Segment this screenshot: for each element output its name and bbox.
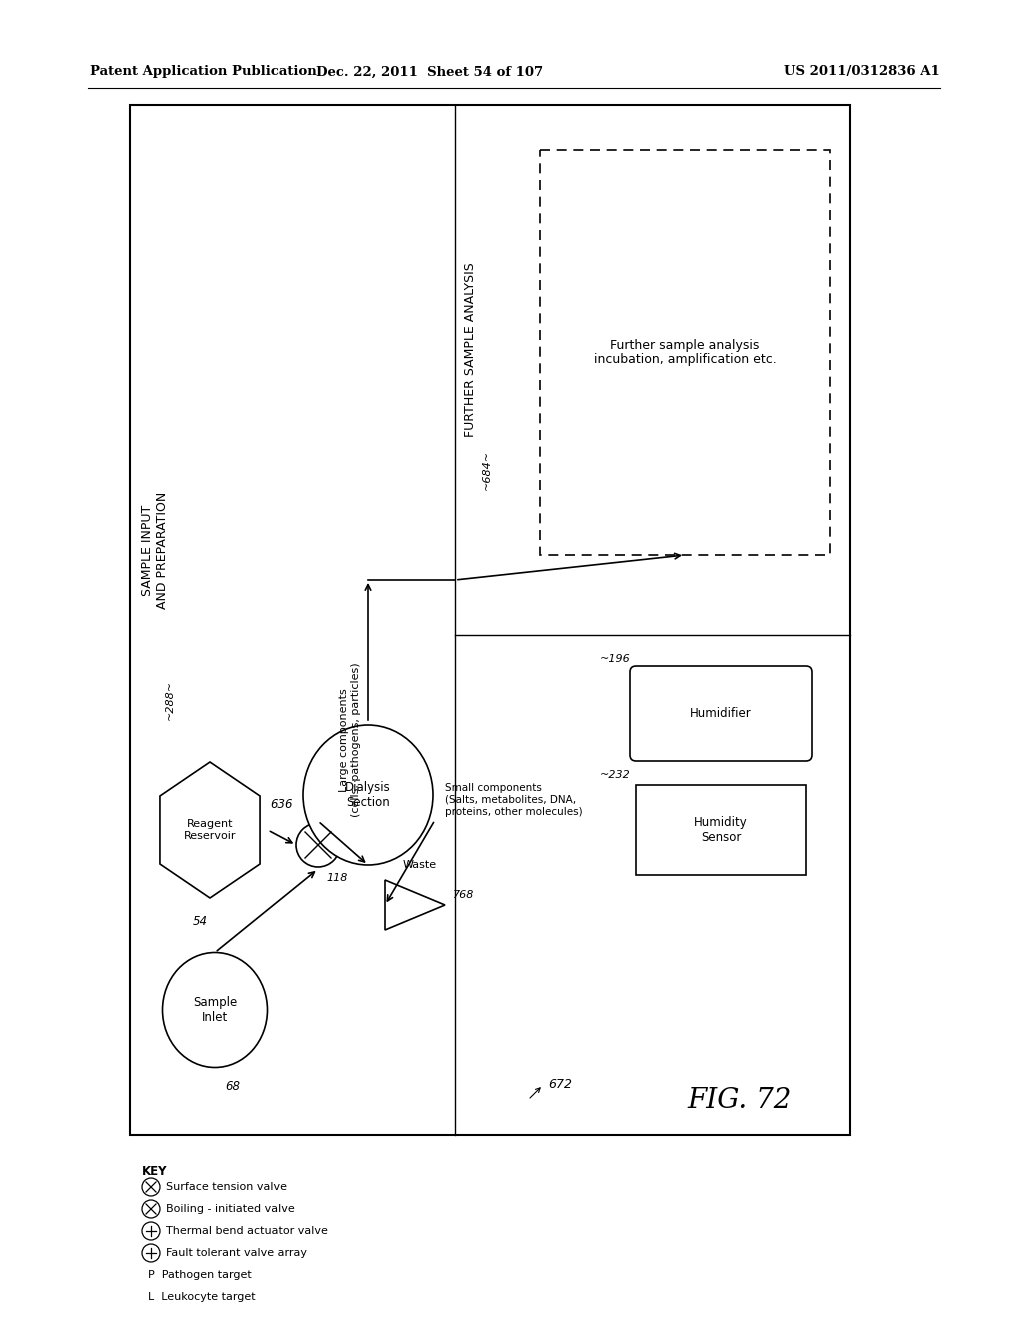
Circle shape [142, 1177, 160, 1196]
Text: 68: 68 [225, 1080, 240, 1093]
Text: 672: 672 [548, 1078, 572, 1092]
Text: Sample
Inlet: Sample Inlet [193, 997, 238, 1024]
Text: Waste: Waste [402, 861, 437, 870]
Text: Humidifier: Humidifier [690, 708, 752, 719]
Text: Small components
(Salts, metabolites, DNA,
proteins, other molecules): Small components (Salts, metabolites, DN… [445, 783, 583, 817]
Text: Surface tension valve: Surface tension valve [166, 1181, 287, 1192]
Text: Large components
(cells, pathogens, particles): Large components (cells, pathogens, part… [339, 663, 360, 817]
Text: FURTHER SAMPLE ANALYSIS: FURTHER SAMPLE ANALYSIS [464, 263, 476, 437]
Circle shape [142, 1243, 160, 1262]
Text: Dec. 22, 2011  Sheet 54 of 107: Dec. 22, 2011 Sheet 54 of 107 [316, 66, 544, 78]
Text: ~288~: ~288~ [165, 680, 175, 721]
Text: Further sample analysis
incubation, amplification etc.: Further sample analysis incubation, ampl… [594, 338, 776, 367]
Text: KEY: KEY [142, 1166, 168, 1177]
Text: Fault tolerant valve array: Fault tolerant valve array [166, 1247, 307, 1258]
Circle shape [142, 1222, 160, 1239]
Polygon shape [160, 762, 260, 898]
Text: FIG. 72: FIG. 72 [688, 1086, 793, 1114]
Text: Humidity
Sensor: Humidity Sensor [694, 816, 748, 843]
Circle shape [296, 822, 340, 867]
Text: ~684~: ~684~ [482, 450, 492, 490]
Text: 768: 768 [453, 890, 474, 900]
Text: 54: 54 [193, 915, 208, 928]
Text: US 2011/0312836 A1: US 2011/0312836 A1 [784, 66, 940, 78]
Text: 636: 636 [270, 799, 293, 812]
Text: Reagent
Reservoir: Reagent Reservoir [183, 820, 237, 841]
Ellipse shape [163, 953, 267, 1068]
Text: Patent Application Publication: Patent Application Publication [90, 66, 316, 78]
Text: P  Pathogen target: P Pathogen target [148, 1270, 252, 1280]
Text: ~196: ~196 [600, 653, 631, 664]
Bar [130, 106, 850, 1135]
FancyBboxPatch shape [630, 667, 812, 762]
Bar [636, 785, 806, 875]
Text: SAMPLE INPUT
AND PREPARATION: SAMPLE INPUT AND PREPARATION [141, 491, 169, 609]
Text: ~232: ~232 [600, 770, 631, 780]
Text: Thermal bend actuator valve: Thermal bend actuator valve [166, 1226, 328, 1236]
Polygon shape [385, 880, 445, 931]
Text: 118: 118 [326, 873, 347, 883]
Circle shape [142, 1200, 160, 1218]
Text: Dialysis
Section: Dialysis Section [345, 781, 391, 809]
Text: Boiling - initiated valve: Boiling - initiated valve [166, 1204, 295, 1214]
Ellipse shape [303, 725, 433, 865]
Text: L  Leukocyte target: L Leukocyte target [148, 1292, 256, 1302]
Bar [540, 150, 830, 554]
